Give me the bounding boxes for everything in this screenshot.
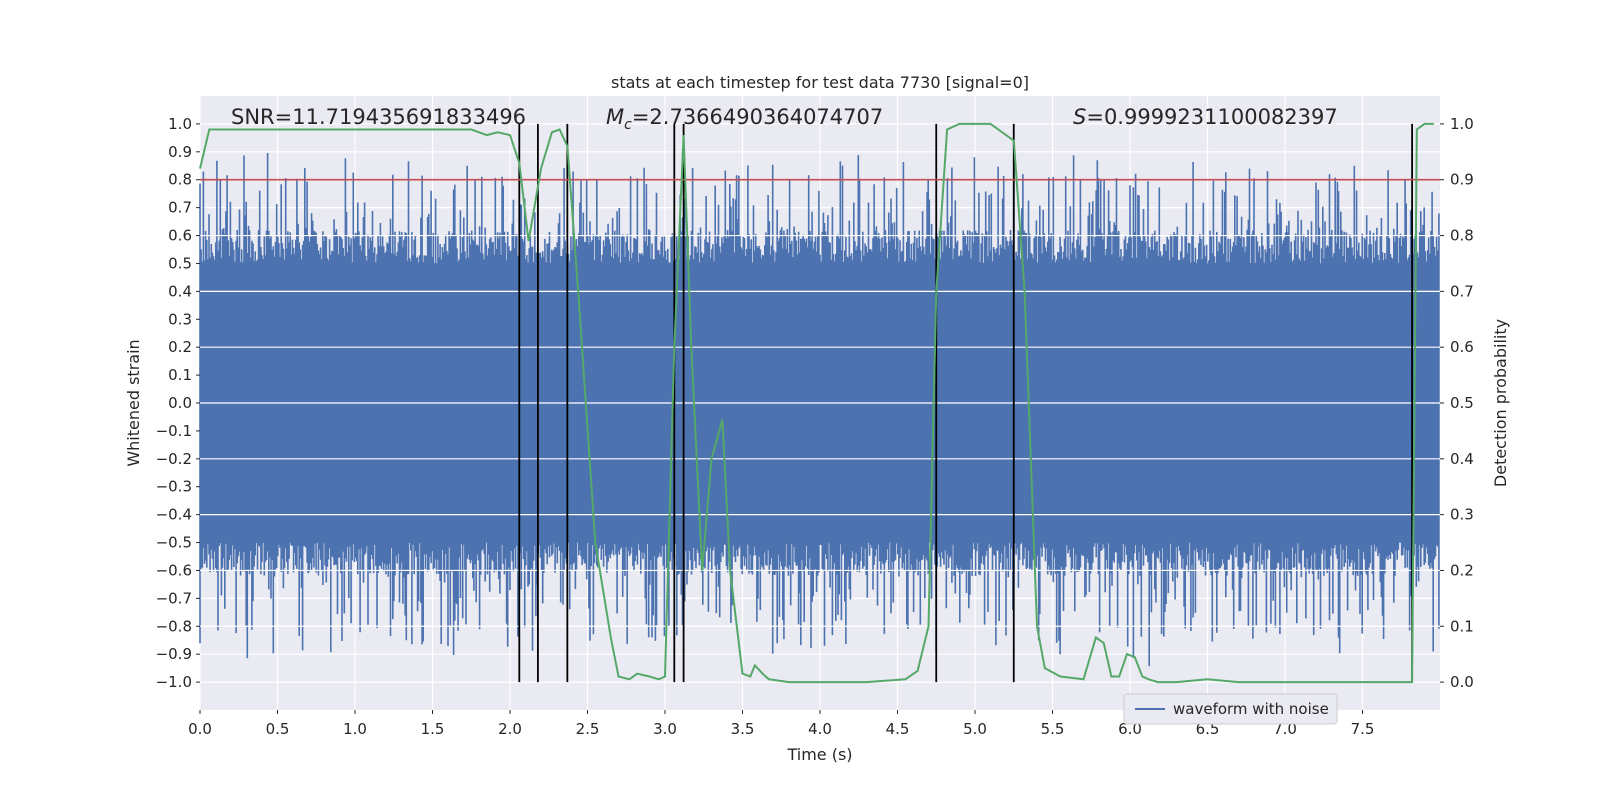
x-tick-label: 5.5 bbox=[1041, 720, 1065, 738]
y-tick-label: 0.8 bbox=[168, 171, 192, 189]
chirp-mass-value: =2.7366490364074707 bbox=[632, 105, 883, 129]
y-tick-label: 0.7 bbox=[168, 199, 192, 217]
y2-axis-label: Detection probability bbox=[1491, 319, 1510, 487]
x-tick-label: 2.0 bbox=[498, 720, 522, 738]
y-tick-label: −0.1 bbox=[156, 422, 192, 440]
y2-tick-label: 0.9 bbox=[1450, 171, 1474, 189]
y2-tick-label: 0.7 bbox=[1450, 282, 1474, 300]
x-axis-label: Time (s) bbox=[786, 745, 852, 764]
score-symbol: S bbox=[1073, 105, 1086, 129]
score-annotation: S=0.9999231100082397 bbox=[1073, 105, 1338, 129]
y2-tick-label: 0.0 bbox=[1450, 673, 1474, 691]
detection-probability-series bbox=[199, 122, 1434, 684]
x-tick-label: 5.0 bbox=[963, 720, 987, 738]
y2-tick-label: 0.2 bbox=[1450, 561, 1474, 579]
x-tick-label: 3.5 bbox=[731, 720, 755, 738]
y2-tick-label: 0.8 bbox=[1450, 227, 1474, 245]
x-tick-label: 3.0 bbox=[653, 720, 677, 738]
x-tick-label: 0.0 bbox=[188, 720, 212, 738]
x-tick-label: 1.0 bbox=[343, 720, 367, 738]
y-tick-label: 0.0 bbox=[168, 394, 192, 412]
y-tick-label: 0.4 bbox=[168, 282, 192, 300]
y2-tick-label: 0.1 bbox=[1450, 617, 1474, 635]
y2-tick-label: 0.3 bbox=[1450, 506, 1474, 524]
y-tick-label: 0.2 bbox=[168, 338, 192, 356]
y2-tick-label: 0.5 bbox=[1450, 394, 1474, 412]
y-tick-labels: 1.0 0.9 0.8 0.7 0.6 0.5 0.4 0.3 0.2 0.1 0.0 −0.1 −0.… bbox=[156, 115, 200, 691]
y2-tick-labels: 1.0 0.9 0.8 0.7 0.6 0.5 0.4 0.3 0.2 0.1 0.0 bbox=[1440, 115, 1474, 691]
y-tick-label: −0.4 bbox=[156, 506, 192, 524]
y2-tick-label: 0.6 bbox=[1450, 338, 1474, 356]
chirp-mass-symbol: M bbox=[606, 105, 624, 129]
legend-box bbox=[1123, 693, 1338, 725]
y-tick-label: 0.5 bbox=[168, 254, 192, 272]
waveform-noise-series bbox=[199, 153, 1440, 667]
waveform-noise-line bbox=[199, 153, 1440, 667]
y-tick-label: −0.9 bbox=[156, 645, 192, 663]
y-tick-label: 0.9 bbox=[168, 143, 192, 161]
chirp-mass-subscript: c bbox=[624, 117, 632, 133]
y-tick-label: 0.6 bbox=[168, 227, 192, 245]
chart-title: stats at each timestep for test data 773… bbox=[611, 73, 1029, 92]
snr-annotation: SNR=11.719435691833496 bbox=[231, 105, 526, 129]
x-tick-label: 1.5 bbox=[421, 720, 445, 738]
x-tick-label: 4.0 bbox=[808, 720, 832, 738]
x-tick-label: 2.5 bbox=[576, 720, 600, 738]
y-tick-label: −0.8 bbox=[156, 617, 192, 635]
y-axis-label: Whitened strain bbox=[124, 339, 143, 466]
y-tick-label: −0.6 bbox=[156, 561, 192, 579]
y-tick-label: −0.3 bbox=[156, 478, 192, 496]
detection-probability-line bbox=[199, 122, 1434, 684]
x-tick-label: 0.5 bbox=[266, 720, 290, 738]
x-tick-label: 4.5 bbox=[886, 720, 910, 738]
x-tick-label: 7.5 bbox=[1351, 720, 1375, 738]
score-value: =0.9999231100082397 bbox=[1086, 105, 1337, 129]
legend: waveform with noise bbox=[1123, 693, 1338, 725]
chirp-mass-annotation: Mc=2.7366490364074707 bbox=[606, 105, 883, 133]
y-tick-label: 0.3 bbox=[168, 310, 192, 328]
y-tick-label: 1.0 bbox=[168, 115, 192, 133]
y-tick-label: −0.5 bbox=[156, 534, 192, 552]
y-tick-label: −0.7 bbox=[156, 589, 192, 607]
y-tick-label: −0.2 bbox=[156, 450, 192, 468]
y-tick-label: 0.1 bbox=[168, 366, 192, 384]
y-tick-label: −1.0 bbox=[156, 673, 192, 691]
legend-label-waveform: waveform with noise bbox=[1173, 700, 1329, 718]
y2-tick-label: 1.0 bbox=[1450, 115, 1474, 133]
y2-tick-label: 0.4 bbox=[1450, 450, 1474, 468]
